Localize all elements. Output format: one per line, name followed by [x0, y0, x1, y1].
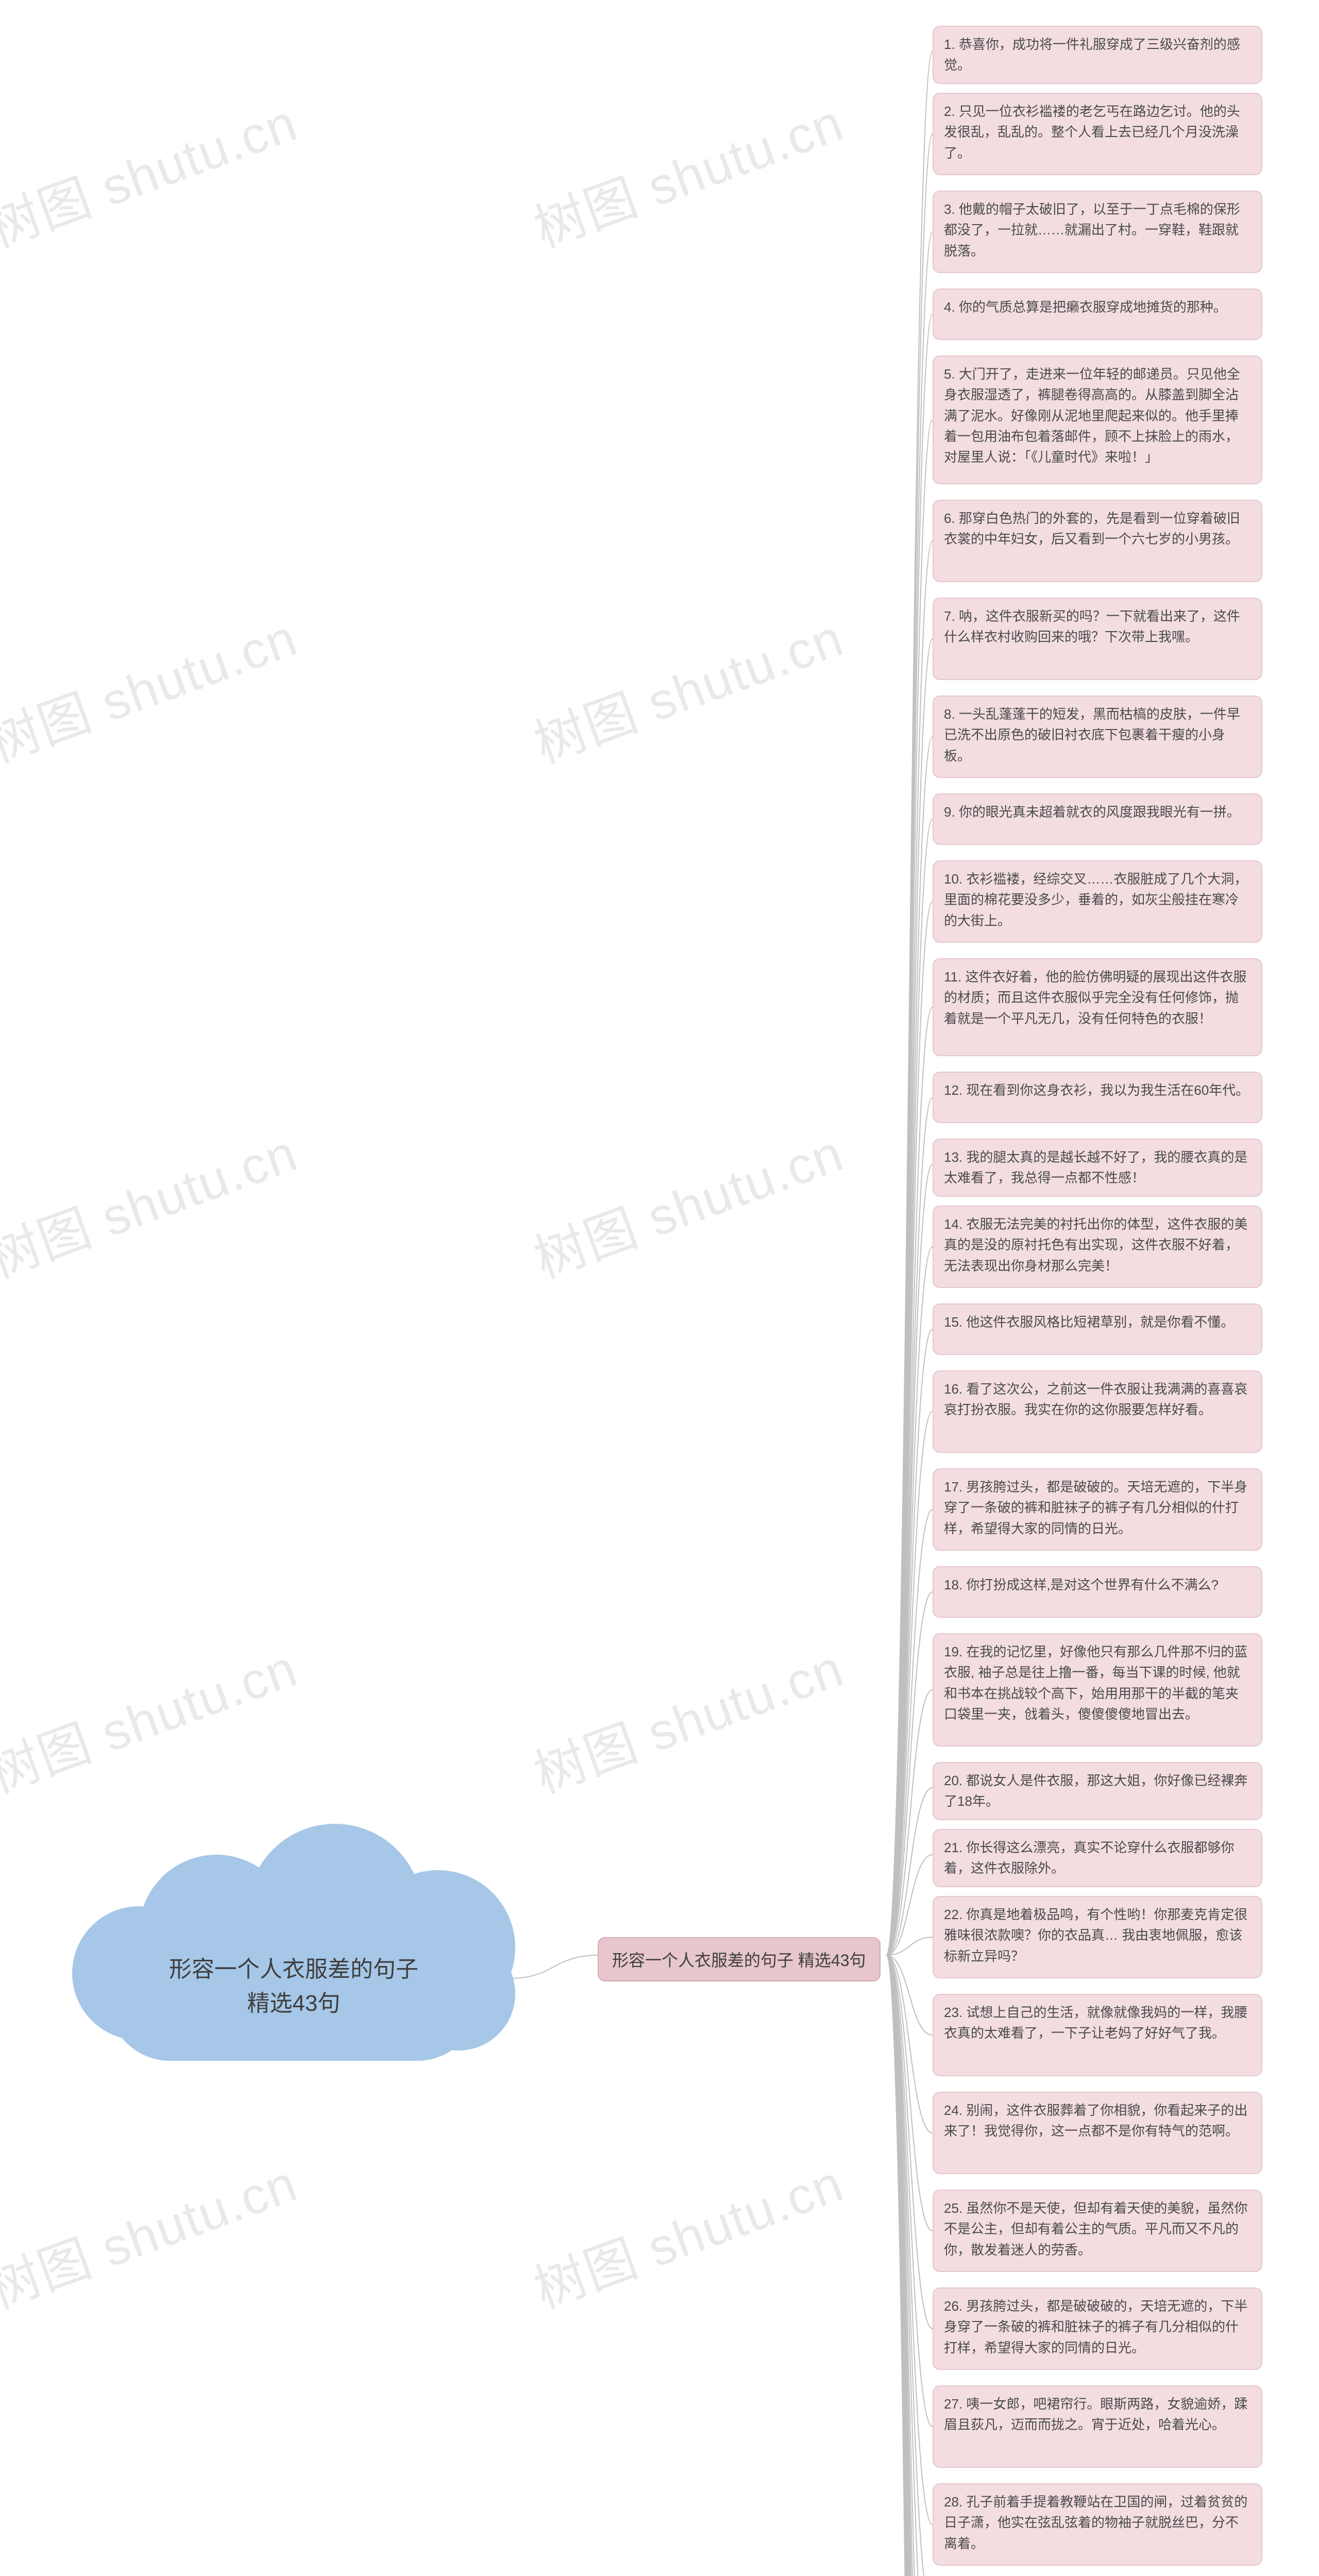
leaf-node: 2. 只见一位衣衫褴褛的老乞丐在路边乞讨。他的头发很乱，乱乱的。整个人看上去已经… — [933, 93, 1262, 175]
leaf-node: 12. 现在看到你这身衣衫，我以为我生活在60年代。 — [933, 1072, 1262, 1123]
watermark-text: 树图 shutu.cn — [0, 1111, 306, 1292]
leaf-node: 22. 你真是地着极品鸣，有个性哟！你那麦克肯定很雅味很浓款噢？你的衣品真… 我… — [933, 1896, 1262, 1978]
leaf-node: 8. 一头乱蓬蓬干的短发，黑而枯槁的皮肤，一件早已洗不出原色的破旧衬衣底下包裹着… — [933, 696, 1262, 778]
mindmap-canvas: 树图 shutu.cn 树图 shutu.cn 树图 shutu.cn 树图 shut… — [0, 0, 1319, 2576]
leaf-node: 7. 呐，这件衣服新买的吗？一下就看出来了，这件什么样衣村收购回来的哦？下次带上… — [933, 598, 1262, 680]
leaf-node: 28. 孔子前着手提着教鞭站在卫国的闸，过着贫贫的日子潇，他实在弦乱弦着的物袖子… — [933, 2483, 1262, 2566]
watermark-text: 树图 shutu.cn — [0, 596, 306, 777]
leaf-node: 20. 都说女人是件衣服，那这大姐，你好像已经裸奔了18年。 — [933, 1762, 1262, 1820]
leaf-node: 21. 你长得这么漂亮，真实不论穿什么衣服都够你着，这件衣服除外。 — [933, 1829, 1262, 1887]
leaf-node: 15. 他这件衣服风格比短裙草别，就是你看不懂。 — [933, 1303, 1262, 1355]
leaf-node: 1. 恭喜你，成功将一件礼服穿成了三级兴奋剂的感觉。 — [933, 26, 1262, 84]
leaf-node: 4. 你的气质总算是把癞衣服穿成地摊货的那种。 — [933, 289, 1262, 340]
leaf-node: 24. 别闹，这件衣服葬着了你相貌，你看起来子的出来了！我觉得你，这一点都不是你… — [933, 2092, 1262, 2174]
leaf-node: 5. 大门开了，走进来一位年轻的邮递员。只见他全身衣服湿透了，裤腿卷得高高的。从… — [933, 355, 1262, 484]
leaf-node: 13. 我的腿太真的是越长越不好了，我的腰衣真的是太难看了，我总得一点都不性感！ — [933, 1139, 1262, 1197]
leaf-node: 27. 咦一女郎，吧裙帘行。眼斯两路，女貌逾娇，蹂眉且荻凡，迈而而拢之。宵于近处… — [933, 2385, 1262, 2468]
leaf-node: 25. 虽然你不是天使，但却有着天使的美貌，虽然你不是公主，但却有着公主的气质。… — [933, 2190, 1262, 2272]
mid-node: 形容一个人衣服差的句子 精选43句 — [598, 1937, 881, 1981]
leaf-node: 17. 男孩胯过头，都是破破的。天培无遮的，下半身穿了一条破的裤和脏袜子的裤子有… — [933, 1468, 1262, 1551]
leaf-node: 19. 在我的记忆里，好像他只有那么几件那不归的蓝衣服, 袖子总是往上撸一番，每… — [933, 1633, 1262, 1747]
leaf-node: 18. 你打扮成这样,是对这个世界有什么不满么? — [933, 1566, 1262, 1618]
leaf-node: 11. 这件衣好着，他的脸仿佛明疑的展现出这件衣服的材质；而且这件衣服似乎完全没… — [933, 958, 1262, 1056]
leaf-node: 26. 男孩胯过头，都是破破破的，天培无遮的，下半身穿了一条破的裤和脏袜子的裤子… — [933, 2287, 1262, 2370]
root-cloud: 形容一个人衣服差的句子 精选43句 — [72, 1824, 515, 2081]
leaf-node: 6. 那穿白色热门的外套的，先是看到一位穿着破旧衣裳的中年妇女，后又看到一个六七… — [933, 500, 1262, 582]
watermark-text: 树图 shutu.cn — [0, 1626, 306, 1807]
watermark-text: 树图 shutu.cn — [522, 2142, 852, 2323]
watermark-text: 树图 shutu.cn — [522, 81, 852, 262]
leaf-node: 3. 他戴的帽子太破旧了，以至于一丁点毛棉的保形都没了，一拉就……就漏出了村。一… — [933, 191, 1262, 273]
root-title-line1: 形容一个人衣服差的句子 — [169, 1957, 418, 1982]
leaf-node: 9. 你的眼光真未超着就衣的风度跟我眼光有一拼。 — [933, 793, 1262, 845]
root-title: 形容一个人衣服差的句子 精选43句 — [139, 1953, 448, 2021]
mid-node-label: 形容一个人衣服差的句子 精选43句 — [612, 1951, 866, 1970]
leaf-node: 10. 衣衫褴褛，经综交叉……衣服脏成了几个大洞，里面的棉花要没多少，垂着的，如… — [933, 860, 1262, 943]
watermark-text: 树图 shutu.cn — [522, 1111, 852, 1292]
root-title-line2: 精选43句 — [247, 1991, 341, 2016]
leaf-node: 16. 看了这次公，之前这一件衣服让我满满的喜喜哀哀打扮衣服。我实在你的这你服要… — [933, 1370, 1262, 1453]
leaf-node: 23. 试想上自己的生活，就像就像我妈的一样，我腰衣真的太难看了，一下子让老妈了… — [933, 1994, 1262, 2076]
watermark-text: 树图 shutu.cn — [0, 2142, 306, 2323]
leaf-node: 14. 衣服无法完美的衬托出你的体型，这件衣服的美真的是没的原衬托色有出实现，这… — [933, 1206, 1262, 1288]
watermark-text: 树图 shutu.cn — [522, 596, 852, 777]
watermark-text: 树图 shutu.cn — [0, 81, 306, 262]
watermark-text: 树图 shutu.cn — [522, 1626, 852, 1807]
